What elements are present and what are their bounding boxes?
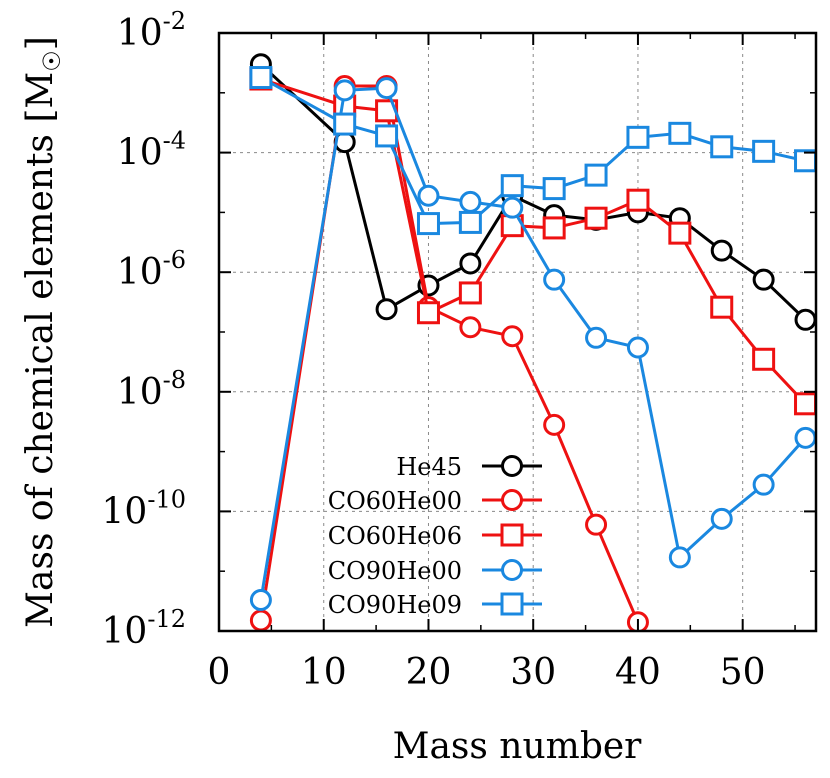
series-co90he00 xyxy=(249,77,816,611)
legend-marker xyxy=(500,592,524,616)
data-point xyxy=(626,336,649,359)
data-point xyxy=(584,163,608,187)
y-tick-base: 10 xyxy=(117,372,163,413)
data-point xyxy=(794,426,816,449)
data-point xyxy=(459,190,482,213)
legend-marker xyxy=(501,559,523,581)
y-tick-exponent: -10 xyxy=(147,485,186,513)
x-tick-label: 40 xyxy=(615,652,661,693)
data-point xyxy=(333,112,357,136)
y-tick-exponent: -8 xyxy=(163,366,186,394)
data-point xyxy=(249,66,273,90)
legend: He45 CO60He00 CO60He06 CO90He00 CO90He09 xyxy=(328,453,542,619)
data-point xyxy=(249,609,272,631)
x-tick-label: 20 xyxy=(406,652,452,693)
x-tick-label: 10 xyxy=(301,652,347,693)
data-point xyxy=(794,308,816,331)
data-point xyxy=(542,177,566,201)
data-point xyxy=(417,184,440,207)
series-co60he06 xyxy=(249,67,816,416)
legend-label: CO60He06 xyxy=(328,522,462,550)
legend-marker xyxy=(500,523,524,547)
y-tick-label: 10-4 xyxy=(117,127,186,174)
series-layer xyxy=(249,53,816,631)
data-point xyxy=(458,210,482,234)
y-tick-exponent: -4 xyxy=(163,127,186,155)
data-point xyxy=(375,124,399,148)
data-point xyxy=(249,588,272,611)
data-point xyxy=(585,326,608,349)
data-point xyxy=(543,413,566,436)
y-tick-label: 10-2 xyxy=(117,7,186,54)
data-point xyxy=(668,221,692,245)
data-point xyxy=(416,212,440,236)
y-tick-exponent: -12 xyxy=(147,605,186,633)
data-point xyxy=(710,239,733,262)
data-point xyxy=(626,188,650,212)
data-point xyxy=(752,268,775,291)
y-tick-label: 10-12 xyxy=(102,605,186,652)
legend-item-he45: He45 xyxy=(396,453,542,481)
y-tick-exponent: -2 xyxy=(163,7,186,35)
data-point xyxy=(501,196,524,219)
data-point xyxy=(500,174,524,198)
legend-label: He45 xyxy=(396,453,462,481)
data-point xyxy=(710,507,733,530)
data-point xyxy=(584,206,608,230)
y-tick-exponent: -6 xyxy=(163,246,186,274)
y-tick-label: 10-8 xyxy=(117,366,186,413)
data-point xyxy=(375,298,398,321)
data-point xyxy=(710,295,734,319)
data-point xyxy=(333,79,356,102)
x-tick-label: 30 xyxy=(510,652,556,693)
data-point xyxy=(710,135,734,159)
x-tick-label: 50 xyxy=(720,652,766,693)
y-tick-base: 10 xyxy=(117,133,163,174)
data-point xyxy=(458,281,482,305)
y-tick-base: 10 xyxy=(102,491,148,532)
data-point xyxy=(752,473,775,496)
y-tick-label: 10-6 xyxy=(117,246,186,293)
x-tick-label: 0 xyxy=(208,652,231,693)
data-point xyxy=(794,392,816,416)
data-point xyxy=(542,216,566,240)
data-point xyxy=(459,316,482,339)
legend-item-co60he06: CO60He06 xyxy=(328,522,542,550)
legend-label: CO60He00 xyxy=(328,487,462,515)
y-axis-title: Mass of chemical elements [M☉] xyxy=(20,36,66,628)
data-point xyxy=(375,77,398,100)
legend-label: CO90He00 xyxy=(328,557,462,585)
series-co90he09 xyxy=(249,66,816,236)
legend-label: CO90He09 xyxy=(328,591,462,619)
data-point xyxy=(752,139,776,163)
legend-item-co90he00: CO90He00 xyxy=(328,557,542,585)
data-point xyxy=(752,347,776,371)
legend-item-co90he09: CO90He09 xyxy=(328,591,542,619)
y-axis-title-text: Mass of chemical elements [M xyxy=(20,72,61,628)
y-tick-base: 10 xyxy=(117,252,163,293)
data-point xyxy=(668,546,691,569)
y-tick-label: 10-10 xyxy=(102,485,186,532)
x-axis-title: Mass number xyxy=(393,726,643,767)
data-point xyxy=(668,121,692,145)
data-point xyxy=(459,252,482,275)
y-tick-base: 10 xyxy=(102,611,148,652)
data-point xyxy=(794,149,816,173)
data-point xyxy=(416,301,440,325)
data-point xyxy=(626,125,650,149)
legend-item-co60he00: CO60He00 xyxy=(328,487,542,515)
legend-marker xyxy=(501,455,523,477)
data-point xyxy=(543,268,566,291)
sun-symbol-icon: ☉ xyxy=(38,50,66,72)
data-point xyxy=(585,513,608,536)
data-point xyxy=(501,325,524,348)
legend-marker xyxy=(501,489,523,511)
y-axis-title-close: ] xyxy=(20,36,61,50)
y-tick-base: 10 xyxy=(117,13,163,54)
